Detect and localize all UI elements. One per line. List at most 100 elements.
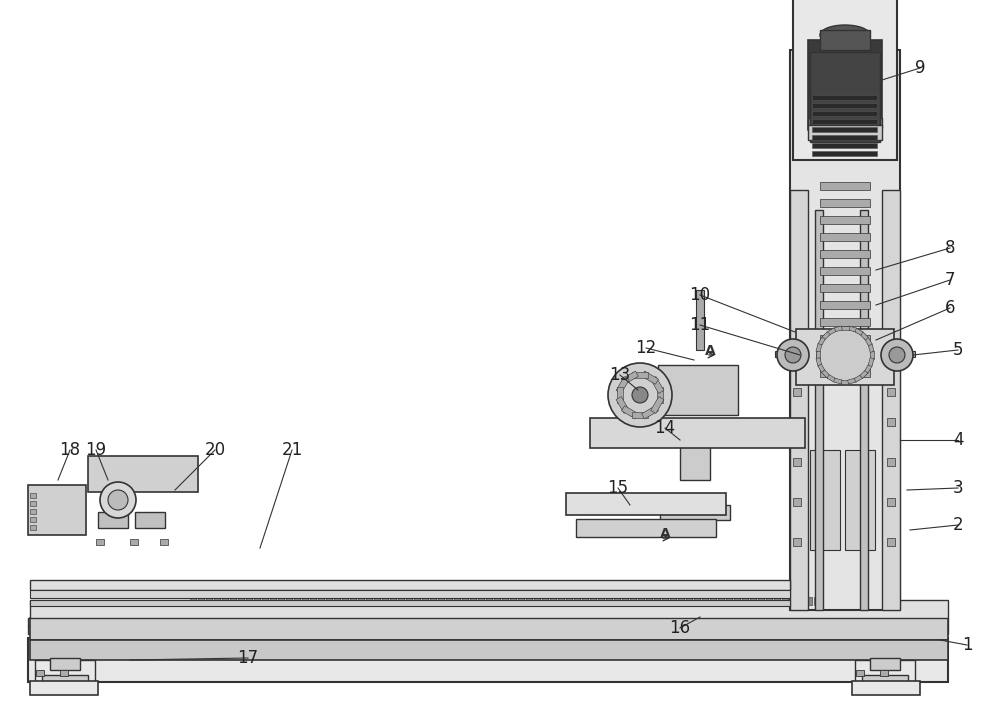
Bar xyxy=(860,370,868,379)
Bar xyxy=(887,388,895,396)
Bar xyxy=(502,597,508,605)
Bar xyxy=(30,580,790,590)
Bar xyxy=(582,597,588,605)
Bar xyxy=(30,681,98,695)
Bar xyxy=(30,509,36,514)
Bar xyxy=(812,151,877,156)
Bar xyxy=(526,597,532,605)
Bar xyxy=(30,600,790,606)
Text: 1: 1 xyxy=(962,636,972,654)
Bar xyxy=(870,351,874,359)
Bar xyxy=(793,498,801,506)
Bar xyxy=(827,374,836,382)
Bar xyxy=(598,597,604,605)
Bar xyxy=(657,387,663,403)
Text: 14: 14 xyxy=(654,419,676,437)
Bar xyxy=(670,597,676,605)
Circle shape xyxy=(108,490,128,510)
Bar xyxy=(310,597,316,605)
Bar xyxy=(820,352,870,360)
Bar xyxy=(820,267,870,275)
Bar xyxy=(30,493,36,498)
Bar xyxy=(812,119,877,124)
Bar xyxy=(854,374,863,382)
Bar xyxy=(278,597,284,605)
Bar xyxy=(590,597,596,605)
Bar xyxy=(36,670,44,676)
Bar xyxy=(350,597,356,605)
Circle shape xyxy=(881,339,913,371)
Bar xyxy=(810,52,880,142)
Bar xyxy=(606,597,612,605)
Bar xyxy=(30,517,36,522)
Bar xyxy=(710,597,716,605)
Bar xyxy=(750,597,756,605)
Text: 8: 8 xyxy=(945,239,955,257)
Bar xyxy=(35,660,95,682)
Bar xyxy=(576,519,716,537)
Bar xyxy=(793,0,897,160)
Bar xyxy=(617,387,623,403)
Bar xyxy=(30,525,36,530)
Bar xyxy=(198,597,204,605)
Text: 15: 15 xyxy=(607,479,629,497)
Bar xyxy=(574,597,580,605)
Bar xyxy=(462,597,468,605)
Bar xyxy=(718,597,724,605)
Bar xyxy=(820,216,870,224)
Circle shape xyxy=(817,327,873,383)
Bar xyxy=(558,597,564,605)
Bar xyxy=(820,233,870,241)
Bar xyxy=(366,597,372,605)
Bar xyxy=(820,250,870,258)
Bar xyxy=(820,284,870,292)
Bar xyxy=(262,597,268,605)
Bar xyxy=(806,597,812,605)
Bar xyxy=(651,396,664,413)
Bar xyxy=(848,326,856,332)
Bar xyxy=(622,406,638,419)
Bar xyxy=(841,380,849,384)
Text: 16: 16 xyxy=(669,619,691,637)
Bar xyxy=(358,597,364,605)
Bar xyxy=(852,681,920,695)
Bar xyxy=(686,597,692,605)
Bar xyxy=(430,597,436,605)
Bar xyxy=(286,597,292,605)
Bar xyxy=(812,95,877,100)
Bar xyxy=(808,40,882,130)
Bar xyxy=(334,597,340,605)
Bar xyxy=(642,406,658,419)
Bar xyxy=(812,103,877,108)
Bar xyxy=(680,440,710,480)
Bar xyxy=(614,597,620,605)
Bar xyxy=(374,597,380,605)
Bar xyxy=(658,365,738,415)
Bar xyxy=(812,127,877,132)
Bar xyxy=(820,301,870,309)
Text: 17: 17 xyxy=(237,649,259,667)
Bar xyxy=(566,493,726,515)
Bar xyxy=(642,371,658,384)
Circle shape xyxy=(608,363,672,427)
Bar xyxy=(865,337,872,346)
Bar xyxy=(30,501,36,506)
Bar xyxy=(758,597,764,605)
Bar xyxy=(816,357,822,367)
Bar xyxy=(28,485,86,535)
Bar xyxy=(42,675,88,685)
Bar xyxy=(302,597,308,605)
Bar xyxy=(854,328,863,335)
Bar xyxy=(775,351,793,357)
Bar xyxy=(550,597,556,605)
Bar xyxy=(30,640,948,660)
Bar xyxy=(862,675,908,685)
Bar xyxy=(438,597,444,605)
Bar xyxy=(820,335,870,343)
Bar xyxy=(398,597,404,605)
Bar xyxy=(793,458,801,466)
Bar xyxy=(590,418,805,448)
Bar xyxy=(820,318,870,326)
Bar xyxy=(238,597,244,605)
Bar xyxy=(494,597,500,605)
